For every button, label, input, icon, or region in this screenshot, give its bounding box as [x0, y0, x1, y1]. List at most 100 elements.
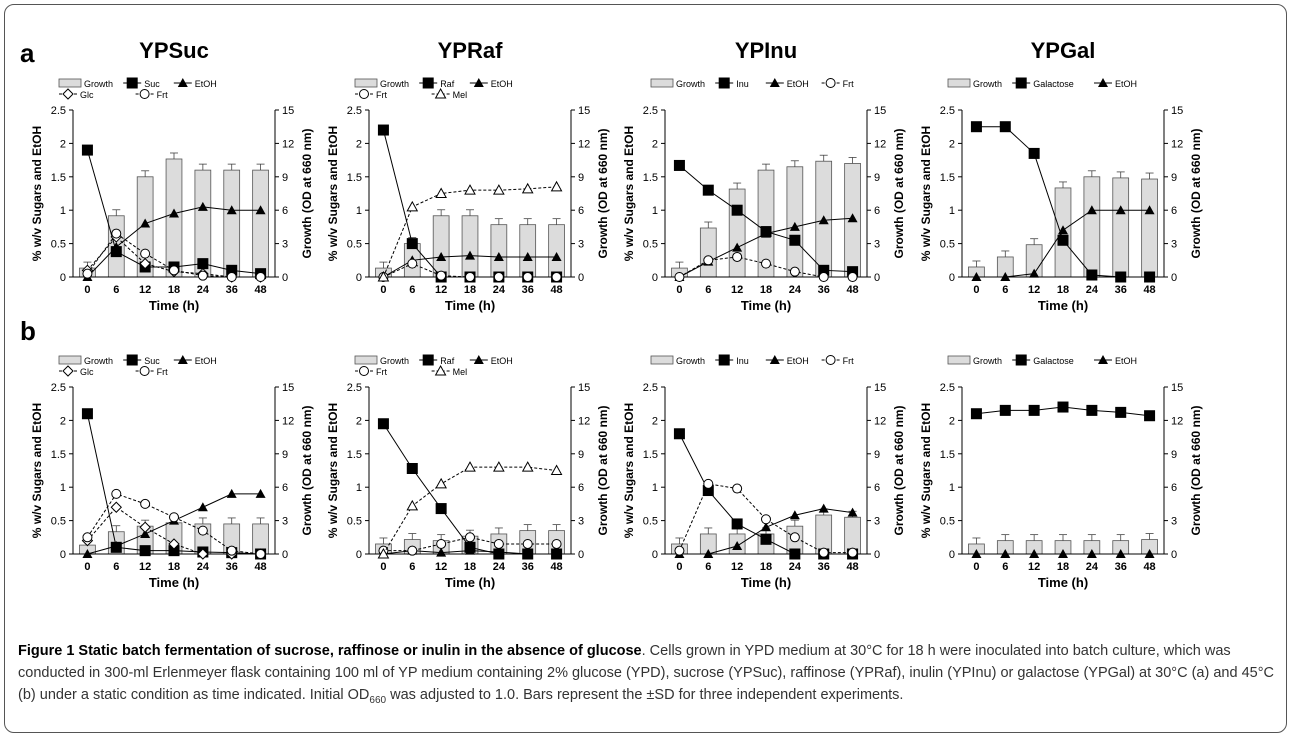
- y-tick-label-left: 0.5: [940, 239, 955, 251]
- x-tick-label: 24: [493, 284, 506, 296]
- growth-bar: [1141, 178, 1158, 278]
- y-tick-label-left: 2: [652, 138, 658, 150]
- x-tick-label: 0: [973, 561, 979, 573]
- legend-swatch-growth: [354, 78, 378, 88]
- x-tick-label: 48: [846, 284, 858, 296]
- y-tick-label-right: 3: [1171, 516, 1177, 528]
- legend-label: Glc: [80, 90, 94, 100]
- legend-label: Growth: [973, 356, 1002, 366]
- legend: Growth Galactose EtOH: [947, 77, 1137, 89]
- y-axis-label-left: % w/v Sugars and EtOH: [919, 403, 933, 538]
- x-axis-label: Time (h): [445, 575, 495, 590]
- x-tick-label: 18: [464, 561, 476, 573]
- x-tick-label: 6: [1002, 561, 1008, 573]
- y-tick-label-left: 1: [949, 205, 955, 217]
- growth-bar: [432, 215, 450, 278]
- legend-label: Inu: [736, 79, 749, 89]
- point-Frt: [674, 272, 685, 282]
- y-tick-label-left: 0: [652, 272, 658, 284]
- y-tick-label-left: 2.5: [347, 382, 362, 394]
- legend: Growth Raf EtOH Frt Mel: [354, 354, 513, 377]
- y-tick-label-left: 0: [60, 549, 66, 561]
- y-tick-label-right: 6: [1171, 205, 1177, 217]
- point-Glc: [168, 538, 180, 550]
- point-EtOH: [226, 205, 237, 215]
- caption-title: Figure 1 Static batch fermentation of su…: [18, 643, 642, 659]
- y-tick-label-left: 1: [60, 482, 66, 494]
- point-Frt: [789, 266, 800, 277]
- y-tick-label-right: 9: [874, 172, 880, 184]
- point-EtOH: [847, 507, 858, 517]
- point-EtOH: [1029, 268, 1040, 278]
- point-EtOH: [1058, 549, 1068, 558]
- y-tick-label-left: 1: [949, 482, 955, 494]
- point-Frt: [436, 270, 447, 281]
- y-tick-label-right: 3: [578, 239, 584, 251]
- x-axis-label: Time (h): [741, 298, 791, 313]
- x-tick-label: 6: [113, 284, 119, 296]
- legend-label: EtOH: [1115, 79, 1137, 89]
- y-axis-label-right: Growth (OD at 660 nm): [1189, 405, 1203, 535]
- x-tick-label: 12: [435, 284, 447, 296]
- legend-marker: [139, 89, 150, 99]
- y-tick-label-right: 3: [1171, 239, 1177, 251]
- point-EtOH: [522, 549, 533, 558]
- y-tick-label-left: 0.5: [347, 239, 362, 251]
- legend-label: Inu: [736, 356, 749, 366]
- legend-swatch-growth: [58, 78, 82, 88]
- point-EtOH: [971, 272, 982, 281]
- y-tick-label-left: 2.5: [643, 382, 658, 394]
- y-tick-label-left: 2: [60, 415, 66, 427]
- y-tick-label-right: 0: [874, 549, 880, 561]
- y-tick-label-left: 0: [949, 549, 955, 561]
- x-tick-label: 18: [464, 284, 476, 296]
- point-Mel: [521, 461, 534, 472]
- point-Frt: [818, 547, 829, 558]
- caption-subscript: 660: [369, 694, 387, 706]
- y-tick-label-right: 12: [282, 138, 294, 150]
- x-tick-label: 24: [789, 561, 802, 573]
- legend-marker: [359, 89, 369, 99]
- point-Frt: [111, 488, 122, 499]
- point-Suc: [139, 545, 151, 557]
- y-axis-label-left: % w/v Sugars and EtOH: [326, 126, 340, 261]
- growth-bar: [461, 215, 479, 278]
- y-tick-label-right: 15: [282, 382, 294, 394]
- y-tick-label-right: 9: [578, 172, 584, 184]
- panel-letter: a: [20, 38, 35, 68]
- y-tick-label-left: 1.5: [51, 449, 66, 461]
- point-Frt: [82, 532, 93, 543]
- point-EtOH: [140, 218, 151, 228]
- point-Frt: [732, 251, 743, 262]
- point-EtOH: [847, 213, 858, 223]
- point-Inu: [673, 428, 685, 440]
- legend: Growth Inu EtOH Frt: [650, 77, 854, 89]
- growth-bar: [223, 169, 241, 278]
- legend-label: Growth: [973, 79, 1002, 89]
- legend-marker: [177, 355, 188, 364]
- y-tick-label-right: 15: [578, 105, 590, 117]
- x-tick-label: 24: [1086, 284, 1099, 296]
- y-tick-label-left: 2: [949, 138, 955, 150]
- y-tick-label-right: 12: [1171, 415, 1183, 427]
- legend-label: Suc: [144, 79, 160, 89]
- y-tick-label-left: 2.5: [940, 382, 955, 394]
- legend-label: EtOH: [787, 79, 809, 89]
- x-tick-label: 36: [1115, 284, 1127, 296]
- point-Galactose: [1057, 401, 1069, 413]
- point-EtOH: [551, 549, 562, 558]
- y-tick-label-right: 6: [578, 482, 584, 494]
- y-tick-label-right: 15: [282, 105, 294, 117]
- x-tick-label: 0: [84, 284, 90, 296]
- y-tick-label-right: 3: [874, 516, 880, 528]
- y-tick-label-right: 0: [1171, 549, 1177, 561]
- y-tick-label-right: 15: [578, 382, 590, 394]
- point-Galactose: [1086, 269, 1098, 281]
- legend-marker: [139, 366, 150, 376]
- growth-bar: [548, 224, 565, 278]
- y-tick-label-right: 6: [874, 482, 880, 494]
- x-tick-label: 12: [731, 284, 743, 296]
